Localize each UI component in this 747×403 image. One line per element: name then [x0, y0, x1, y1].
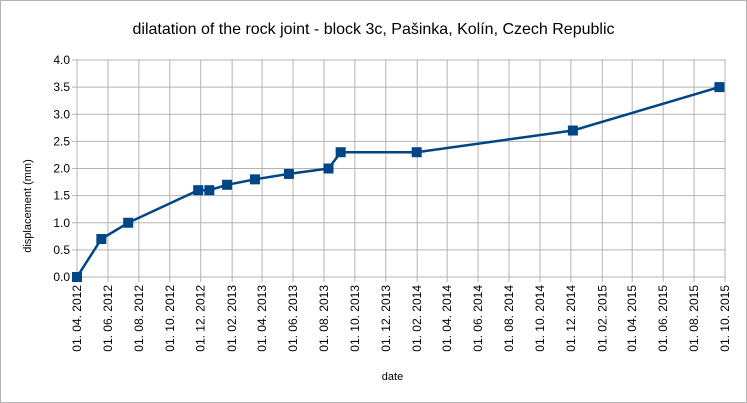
y-tick-label: 1.0 [53, 216, 70, 230]
data-point-marker [249, 174, 260, 185]
data-point-marker [283, 168, 294, 179]
y-tick-label: 1.5 [53, 189, 70, 203]
x-tick-label: 01. 08. 2013 [317, 285, 331, 352]
y-tick-label: 4.0 [53, 53, 70, 67]
x-tick-label: 01. 08. 2012 [132, 285, 146, 352]
x-tick-label: 01. 06. 2013 [286, 285, 300, 352]
x-tick-label: 01. 08. 2014 [502, 285, 516, 352]
chart-title: dilatation of the rock joint - block 3c,… [132, 21, 615, 38]
x-tick-label: 01. 04. 2014 [440, 285, 454, 352]
data-point-marker [193, 185, 204, 196]
data-point-marker [323, 163, 334, 174]
y-tick-label: 0.5 [53, 243, 70, 257]
x-axis-label: date [381, 371, 404, 383]
data-point-marker [204, 185, 215, 196]
plot-area [76, 59, 726, 278]
x-tick-label: 01. 06. 2015 [656, 285, 670, 352]
x-tick-label: 01. 06. 2014 [471, 285, 485, 352]
x-tick-label: 01. 10. 2015 [718, 285, 732, 352]
data-point-marker [96, 234, 107, 245]
x-tick-label: 01. 08. 2015 [687, 285, 701, 352]
y-tick-label: 2.0 [53, 162, 70, 176]
data-point-marker [714, 82, 725, 93]
data-point-marker [567, 125, 578, 136]
x-tick-label: 01. 12. 2012 [194, 285, 208, 352]
y-tick-label: 3.5 [53, 80, 70, 94]
y-tick-label: 2.5 [53, 134, 70, 148]
x-tick-label: 01. 10. 2014 [533, 285, 547, 352]
x-tick-label: 01. 12. 2013 [379, 285, 393, 352]
x-tick-label: 01. 12. 2014 [564, 285, 578, 352]
y-tick-label: 3.0 [53, 107, 70, 121]
x-tick-label: 01. 04. 2013 [255, 285, 269, 352]
x-tick-label: 01. 10. 2012 [163, 285, 177, 352]
y-tick-label: 0.0 [53, 270, 70, 284]
x-tick-label: 01. 04. 2012 [70, 285, 84, 352]
x-tick-label: 01. 02. 2015 [595, 285, 609, 352]
data-point-marker [411, 147, 422, 158]
x-tick-label: 01. 10. 2013 [348, 285, 362, 352]
data-point-marker [123, 217, 134, 228]
x-tick-label: 01. 02. 2014 [410, 285, 424, 352]
x-tick-label: 01. 02. 2013 [225, 285, 239, 352]
data-point-marker [72, 272, 82, 282]
data-point-marker [222, 179, 233, 190]
series-line [75, 85, 720, 278]
data-point-marker [335, 147, 346, 158]
x-tick-label: 01. 04. 2015 [625, 285, 639, 352]
x-tick-label: 01. 06. 2012 [101, 285, 115, 352]
